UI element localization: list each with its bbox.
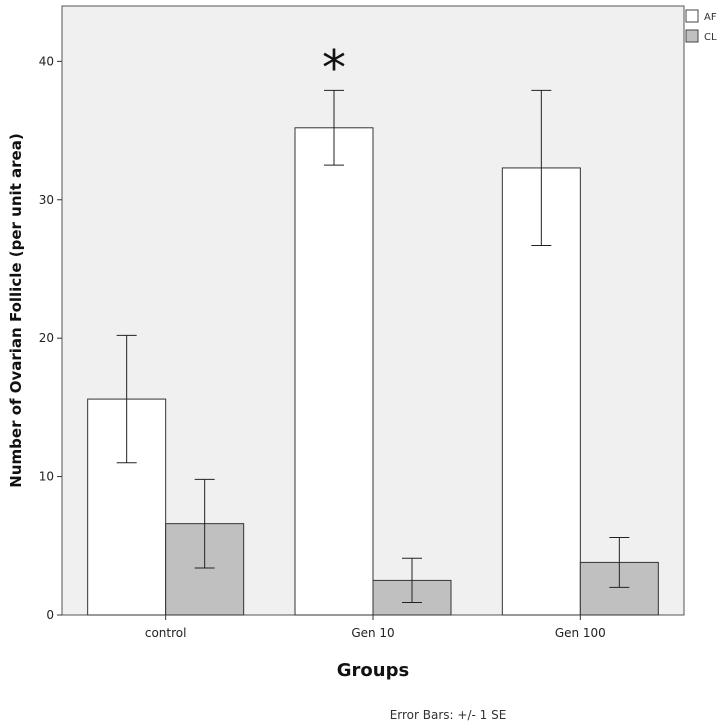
y-axis: 0 10 20 30 40 bbox=[39, 54, 62, 622]
y-tick-label: 0 bbox=[46, 608, 54, 622]
significance-star: * bbox=[322, 40, 346, 96]
y-tick-label: 10 bbox=[39, 470, 54, 484]
error-bars-footnote: Error Bars: +/- 1 SE bbox=[390, 708, 507, 722]
x-axis-title: Groups bbox=[337, 660, 409, 681]
legend-label-cl: CL bbox=[704, 32, 717, 43]
x-tick-label: Gen 10 bbox=[351, 626, 394, 640]
legend-swatch-af bbox=[685, 9, 699, 23]
y-tick-label: 20 bbox=[39, 331, 54, 345]
x-tick-label: Gen 100 bbox=[555, 626, 606, 640]
legend-swatch-cl bbox=[685, 29, 699, 43]
y-tick-label: 30 bbox=[39, 193, 54, 207]
bars bbox=[87, 89, 659, 616]
legend: AF CL bbox=[685, 9, 717, 43]
y-tick-label: 40 bbox=[39, 54, 54, 68]
legend-label-af: AF bbox=[704, 12, 717, 23]
y-axis-title: Number of Ovarian Follicle (per unit are… bbox=[7, 133, 25, 487]
x-axis: control Gen 10 Gen 100 bbox=[145, 615, 606, 640]
annotations: * bbox=[322, 40, 346, 96]
x-tick-label: control bbox=[145, 626, 187, 640]
bar-af bbox=[294, 127, 374, 616]
